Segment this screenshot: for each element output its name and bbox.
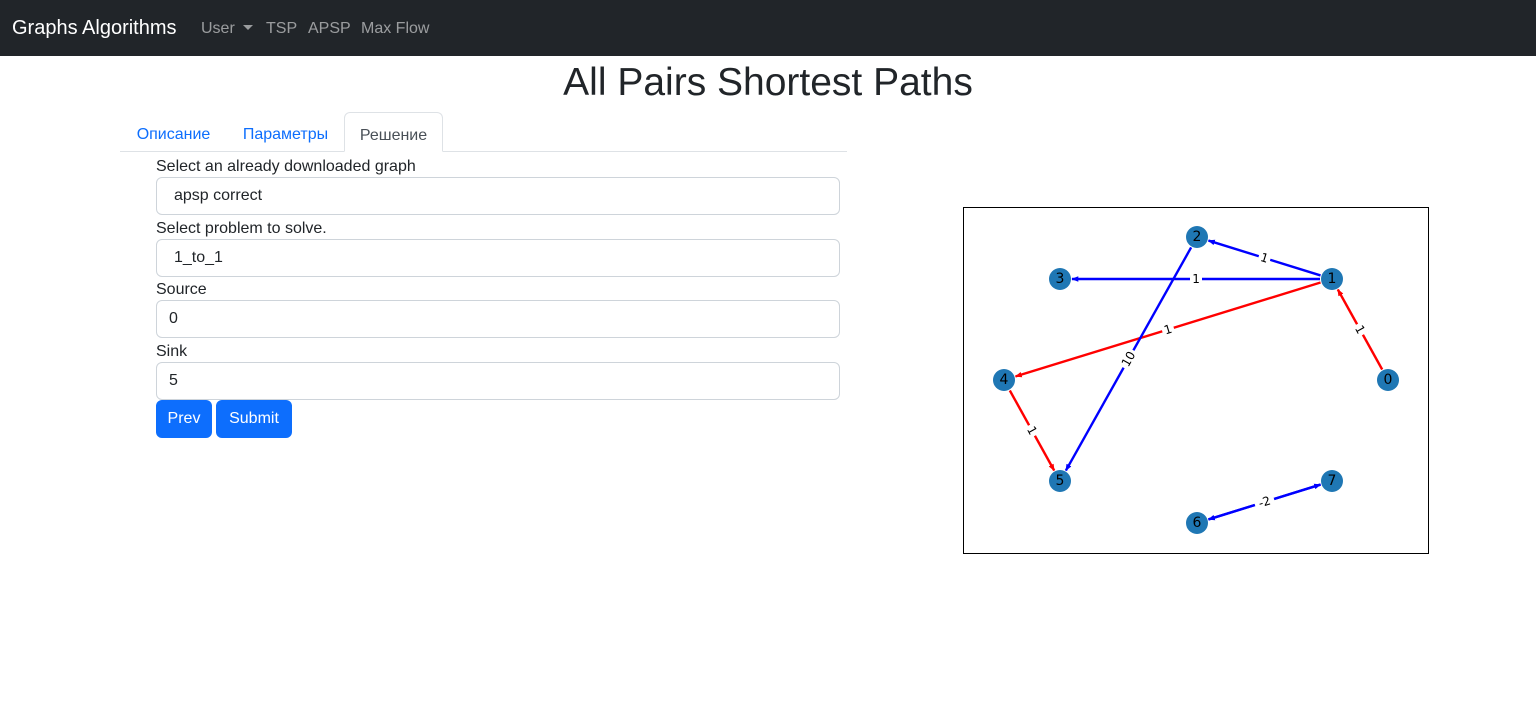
graph-edge-label-1-2: 1 — [1256, 249, 1273, 267]
graph-edge-label-1-3: 1 — [1190, 272, 1202, 286]
graph-edge-label-bg — [1117, 346, 1140, 372]
nav-apsp[interactable]: APSP — [308, 20, 351, 37]
graph-edge-weight: 1 — [1192, 272, 1200, 286]
graph-canvas: 1 1 1 1 10 1 -2 0 1 2 3 4 5 6 7 — [993, 226, 1399, 534]
graph-edge-label-0-1: 1 — [1350, 320, 1370, 339]
graph-edge-label-bg — [1350, 320, 1370, 339]
graph-edge-weight: -2 — [1257, 494, 1273, 511]
graph-node-label-5: 5 — [1056, 473, 1065, 489]
tab-parameters[interactable]: Параметры — [242, 126, 329, 143]
graph-edge-label-1-4: 1 — [1160, 321, 1176, 338]
graph-edge-label-bg — [1252, 492, 1277, 512]
graph-node-2 — [1186, 226, 1208, 248]
source-label: Source — [156, 281, 207, 298]
prev-button[interactable]: Prev — [156, 400, 212, 438]
graph-edge-weight: 1 — [1162, 322, 1173, 338]
sink-input[interactable]: 5 — [156, 362, 840, 400]
graph-node-label-0: 0 — [1384, 372, 1393, 388]
tabs-divider — [120, 151, 847, 152]
graph-node-7 — [1321, 470, 1343, 492]
graph-select-label: Select an already downloaded graph — [156, 158, 416, 175]
submit-button[interactable]: Submit — [216, 400, 292, 438]
nav-max-flow[interactable]: Max Flow — [361, 20, 430, 37]
nav-user-label: User — [201, 20, 235, 37]
graph-edge-label-bg — [1160, 321, 1176, 338]
graph-edge-label-bg — [1190, 272, 1202, 286]
graph-select[interactable]: apsp correct — [156, 177, 840, 215]
graph-node-label-2: 2 — [1193, 229, 1202, 245]
graph-node-4 — [993, 369, 1015, 391]
tab-description[interactable]: Описание — [136, 126, 211, 143]
graph-edge-label-2-5: 10 — [1117, 346, 1140, 372]
graph-edge-label-bg — [1256, 249, 1273, 267]
graph-edge-label-4-5: 1 — [1022, 421, 1042, 440]
graph-node-6 — [1186, 512, 1208, 534]
graph-node-1 — [1321, 268, 1343, 290]
graph-edge-label-6-7: -2 — [1252, 492, 1277, 512]
graph-node-5 — [1049, 470, 1071, 492]
graph-node-label-1: 1 — [1328, 271, 1337, 287]
tab-solution[interactable]: Решение — [344, 112, 443, 152]
problem-select-label: Select problem to solve. — [156, 220, 327, 237]
navbar-brand[interactable]: Graphs Algorithms — [12, 17, 177, 39]
graph-edge-weight: 1 — [1259, 250, 1270, 266]
graph-image: 1 1 1 1 10 1 -2 0 1 2 3 4 5 6 7 — [963, 207, 1429, 554]
graph-node-3 — [1049, 268, 1071, 290]
graph-edge-weight: 10 — [1119, 349, 1139, 369]
graph-node-label-7: 7 — [1328, 473, 1337, 489]
graph-node-label-4: 4 — [1000, 372, 1009, 388]
graph-node-label-3: 3 — [1056, 271, 1065, 287]
nav-user-dropdown[interactable]: User — [201, 19, 253, 39]
graph-node-0 — [1377, 369, 1399, 391]
source-input[interactable]: 0 — [156, 300, 840, 338]
nav-tsp[interactable]: TSP — [266, 20, 298, 37]
page-title: All Pairs Shortest Paths — [563, 61, 973, 104]
graph-edge-label-bg — [1022, 421, 1042, 440]
problem-select[interactable]: 1_to_1 — [156, 239, 840, 277]
sink-label: Sink — [156, 343, 188, 360]
caret-down-icon — [242, 25, 253, 30]
graph-node-label-6: 6 — [1193, 515, 1202, 531]
navbar: Graphs Algorithms User TSP APSP Max Flow — [0, 0, 1536, 56]
